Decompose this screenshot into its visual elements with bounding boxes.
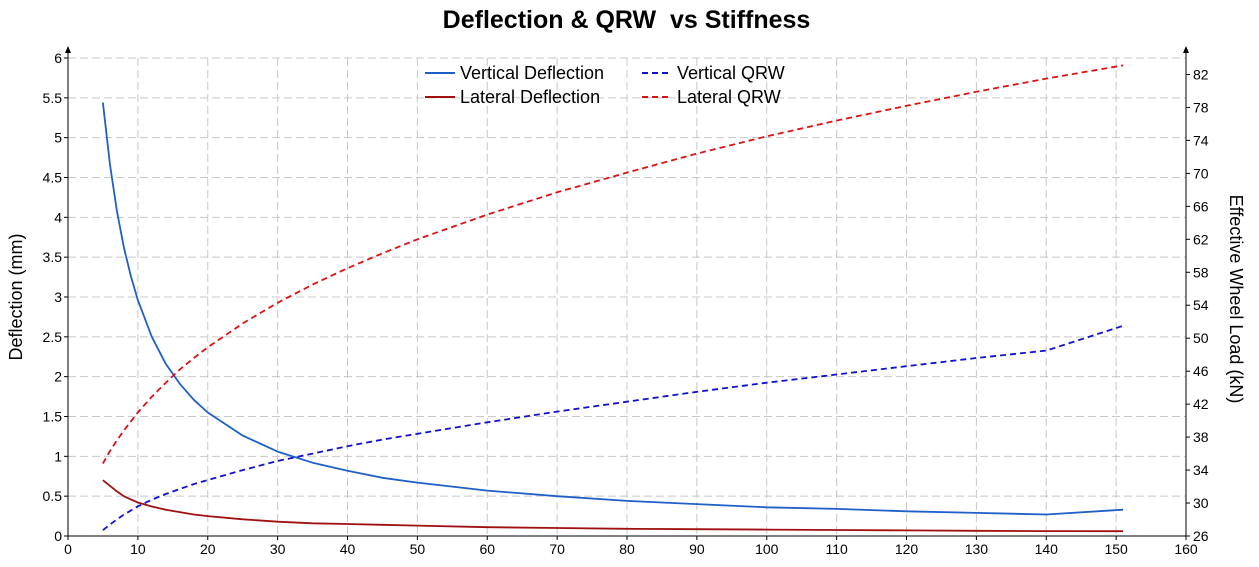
x-tick-label: 0 [64, 541, 72, 557]
y-tick-label: 3.5 [43, 249, 63, 265]
x-tick-label: 110 [825, 541, 848, 557]
x-tick-label: 40 [340, 541, 356, 557]
y2-tick-label: 66 [1193, 198, 1209, 214]
y-tick-label: 6 [54, 50, 62, 66]
chart-title: Deflection & QRW vs Stiffness [442, 6, 811, 34]
y2-tick-label: 42 [1193, 396, 1209, 412]
y-tick-label: 1.5 [43, 409, 63, 425]
x-tick-label: 80 [619, 541, 635, 557]
x-tick-label: 20 [200, 541, 216, 557]
legend-label: Vertical QRW [677, 63, 785, 83]
legend-label: Lateral QRW [677, 87, 781, 107]
legend-label: Lateral Deflection [460, 87, 600, 107]
y-tick-label: 2.5 [43, 329, 63, 345]
y2-tick-label: 46 [1193, 363, 1209, 379]
gridlines [68, 57, 1187, 536]
legend-label: Vertical Deflection [460, 63, 604, 83]
x-tick-label: 130 [965, 541, 989, 557]
y-axis-arrow [65, 46, 71, 53]
y2-tick-label: 82 [1193, 66, 1209, 82]
axes: 0 10 20 30 40 50 60 70 80 90 100 110 120 130 140 150 160… [43, 46, 1209, 557]
x-tick-label: 70 [549, 541, 565, 557]
series-line-vertical-qrw [102, 324, 1124, 531]
y-tick-label: 3 [54, 289, 62, 305]
y-tick-label: 2 [54, 369, 62, 385]
y2-axis-label: Effective Wheel Load (kN) [1226, 195, 1246, 404]
y-tick-label: 0 [54, 528, 62, 544]
y2-tick-label: 74 [1193, 132, 1209, 148]
y-tick-label: 1 [54, 448, 62, 464]
series-line-lateral-qrw [102, 64, 1124, 464]
y-tick-label: 5.5 [43, 90, 63, 106]
y2-tick-label: 38 [1193, 429, 1209, 445]
x-tick-label: 90 [689, 541, 705, 557]
y2-tick-label: 50 [1193, 330, 1209, 346]
y2-axis-arrow [1183, 46, 1189, 53]
y2-tick-label: 34 [1193, 462, 1209, 478]
x-tick-label: 10 [130, 541, 146, 557]
x-tick-label: 50 [410, 541, 426, 557]
series-line-vertical-deflection [102, 102, 1124, 516]
y-tick-label: 4 [54, 209, 62, 225]
x-tick-label: 140 [1035, 541, 1059, 557]
y2-tick-label: 58 [1193, 264, 1209, 280]
y2-tick-label: 78 [1193, 99, 1209, 115]
x-tick-label: 60 [479, 541, 495, 557]
x-tick-label: 160 [1174, 541, 1198, 557]
y-axis-label: Deflection (mm) [6, 233, 26, 360]
x-tick-label: 120 [895, 541, 919, 557]
series-lines [102, 64, 1124, 533]
y2-tick-label: 70 [1193, 165, 1209, 181]
series-line-lateral-deflection [102, 479, 1124, 533]
legend: Vertical Deflection Lateral Deflection Ver… [425, 63, 785, 107]
y2-tick-label: 30 [1193, 495, 1209, 511]
y2-tick-label: 62 [1193, 231, 1209, 247]
y-tick-label: 5 [54, 130, 62, 146]
y-tick-label: 0.5 [43, 488, 63, 504]
y-tick-label: 4.5 [43, 170, 63, 186]
y2-tick-label: 54 [1193, 297, 1209, 313]
y2-tick-label: 26 [1193, 528, 1209, 544]
x-tick-label: 150 [1104, 541, 1128, 557]
x-tick-label: 30 [270, 541, 286, 557]
x-tick-label: 100 [755, 541, 779, 557]
